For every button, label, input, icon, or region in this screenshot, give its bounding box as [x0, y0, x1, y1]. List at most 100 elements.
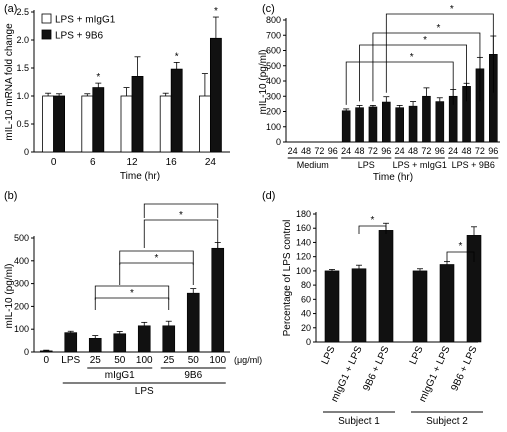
x-tick-label-d: LPS — [408, 344, 426, 366]
x-tick-label-b: 0 — [43, 355, 49, 366]
x-tick-label-c: 72 — [368, 146, 378, 156]
significance-star-a: * — [96, 72, 100, 83]
y-tick-label: 600 — [266, 46, 281, 56]
x-tick-label-c: 48 — [301, 146, 311, 156]
bar-a-9b6 — [92, 87, 105, 153]
y-tick-label: 20 — [301, 323, 311, 333]
y-tick-label: 1.0 — [16, 91, 29, 101]
bar-c — [341, 110, 351, 143]
x-tick-label-c: 24 — [448, 146, 458, 156]
x-tick-label-d: LPS — [320, 344, 338, 366]
y-tick-label: 140 — [296, 237, 311, 247]
y-axis-title-b: mIL-10 (pg/ml) — [4, 263, 15, 328]
bar-d — [378, 230, 394, 343]
significance-star-a: * — [175, 51, 179, 62]
x-tick-label-a: 16 — [166, 157, 178, 168]
x-tick-label-b: 25 — [163, 355, 175, 366]
y-tick-label: 500 — [266, 61, 281, 71]
x-axis-title-c: Time (hr) — [373, 172, 413, 183]
bar-b — [113, 333, 127, 353]
x-tick-label-c: 48 — [408, 146, 418, 156]
bar-b — [88, 338, 102, 353]
x-tick-label-b: 100 — [209, 355, 226, 366]
y-tick-label: 1.5 — [16, 63, 29, 73]
bar-c — [408, 105, 418, 143]
bar-c — [382, 101, 391, 143]
y-tick-label: 400 — [266, 76, 281, 86]
significance-star-d: * — [371, 215, 375, 226]
x-tick-label-d: 9B6 + LPS — [361, 344, 391, 393]
bar-d — [439, 264, 455, 343]
y-tick-label: 160 — [296, 223, 311, 233]
bar-b — [64, 332, 78, 353]
bar-d — [412, 270, 428, 343]
x-tick-label-c: 96 — [381, 146, 391, 156]
significance-star-a: * — [214, 6, 218, 17]
x-tick-label-c: 96 — [328, 146, 338, 156]
x-tick-label-c: 96 — [435, 146, 445, 156]
bar-a-migg1 — [42, 95, 54, 153]
x-tick-label-c: 24 — [341, 146, 351, 156]
significance-star-b: * — [155, 253, 159, 264]
significance-star-c: * — [436, 23, 440, 34]
significance-bracket-c — [385, 13, 494, 93]
y-tick-label: 40 — [301, 309, 311, 319]
bar-a-migg1 — [159, 95, 172, 153]
bar-d — [351, 268, 367, 343]
group-label-c: LPS + mIgG1 — [393, 160, 447, 170]
x-tick-label-c: 96 — [488, 146, 498, 156]
x-tick-label-b: 25 — [90, 355, 102, 366]
significance-bracket-b — [143, 219, 219, 248]
bar-c — [368, 106, 378, 143]
y-tick-label: 60 — [301, 294, 311, 304]
bar-c — [355, 107, 364, 143]
bar-b — [162, 325, 176, 353]
bar-c — [395, 107, 404, 143]
legend-swatch-migg1 — [41, 13, 52, 24]
significance-bracket-b — [119, 262, 194, 285]
y-tick-label: 200 — [14, 301, 29, 311]
bar-a-9b6 — [131, 76, 144, 153]
y-axis-title-d: Percentage of LPS control — [282, 220, 293, 337]
bar-b — [186, 292, 200, 353]
bar-d — [466, 235, 482, 343]
group-label-migg1: mIgG1 — [105, 370, 135, 381]
x-tick-label-b: 50 — [114, 355, 126, 366]
bar-a-9b6 — [209, 37, 222, 153]
significance-star-c: * — [450, 4, 454, 15]
legend-label: LPS + mIgG1 — [55, 15, 116, 26]
y-tick-label: 300 — [14, 279, 29, 289]
panel-label-d: (d) — [262, 190, 275, 202]
bar-a-9b6 — [170, 68, 183, 153]
significance-bracket-b — [143, 203, 219, 218]
significance-bracket-b — [94, 297, 170, 310]
y-tick-label: 180 — [296, 209, 311, 219]
bar-b — [211, 247, 225, 353]
significance-bracket-d — [358, 225, 387, 234]
y-tick-label: 0 — [24, 147, 29, 157]
significance-bracket-c — [345, 61, 454, 105]
bar-b — [39, 350, 53, 353]
y-tick-label: 400 — [14, 256, 29, 266]
y-tick-label: 0 — [24, 347, 29, 357]
bar-a-migg1 — [81, 95, 94, 153]
y-tick-label: 500 — [14, 233, 29, 243]
y-tick-label: 120 — [296, 252, 311, 262]
bar-c — [422, 95, 431, 143]
group-label-subject2: Subject 2 — [426, 416, 468, 427]
significance-bracket-b — [94, 285, 170, 300]
x-tick-label-c: 24 — [288, 146, 298, 156]
panel-label-b: (b) — [4, 190, 17, 202]
group-label-subject1: Subject 1 — [338, 416, 380, 427]
x-tick-label-a: 12 — [126, 157, 138, 168]
y-tick-label: 2.0 — [16, 35, 29, 45]
x-tick-label-c: 24 — [395, 146, 405, 156]
y-tick-label: 300 — [266, 91, 281, 101]
significance-bracket-d — [446, 251, 475, 262]
y-tick-label: 0.5 — [16, 119, 29, 129]
y-tick-label: 0 — [306, 337, 311, 347]
unit-label-b: (μg/ml) — [234, 355, 262, 365]
group-label-c: Medium — [297, 160, 329, 170]
y-tick-label: 700 — [266, 30, 281, 40]
x-tick-label-a: 0 — [51, 157, 57, 168]
